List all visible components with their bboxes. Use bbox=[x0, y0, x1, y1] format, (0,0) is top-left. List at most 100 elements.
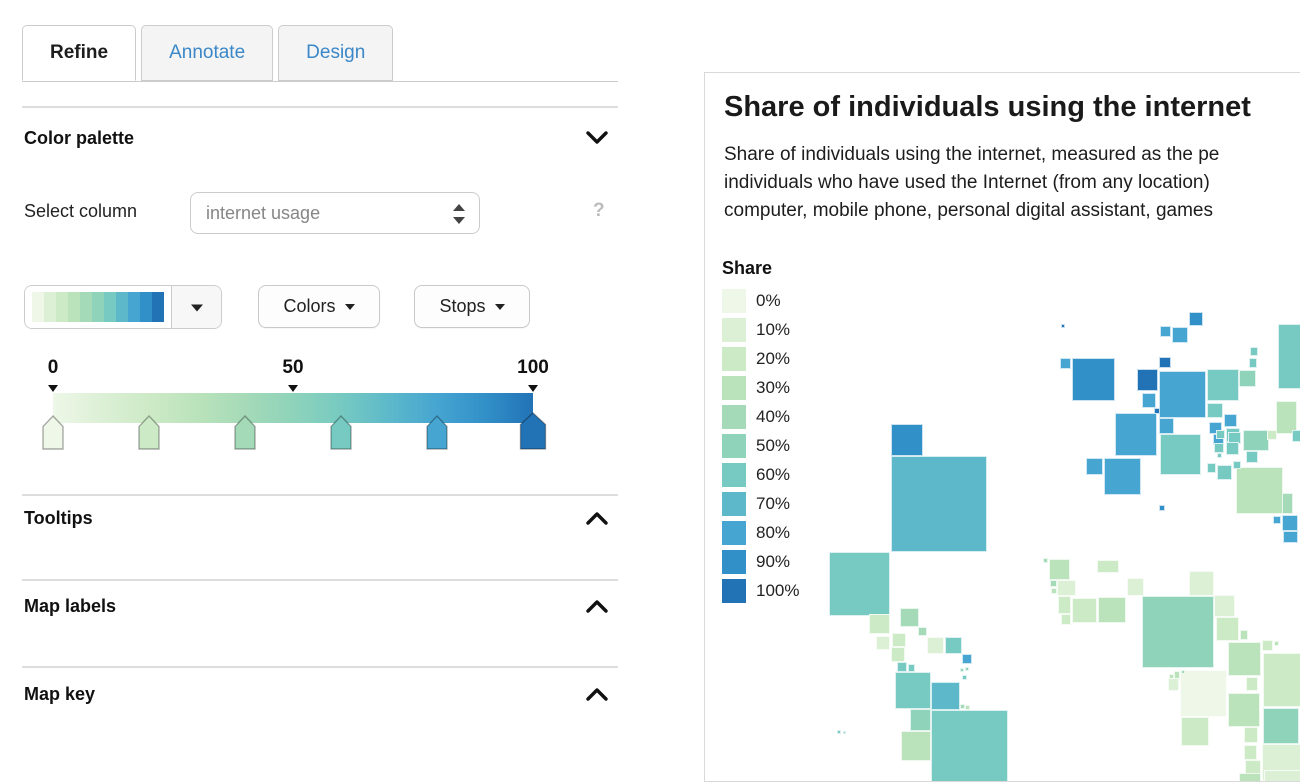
caret-down-icon bbox=[190, 304, 203, 312]
map-tile bbox=[927, 637, 944, 654]
legend-swatch bbox=[722, 317, 746, 342]
legend-label: 0% bbox=[756, 290, 781, 310]
map-tile bbox=[960, 668, 964, 672]
map-tile bbox=[1282, 515, 1298, 531]
map-tile bbox=[843, 731, 846, 734]
legend-swatch bbox=[722, 346, 746, 371]
legend-row: 80% bbox=[722, 518, 799, 547]
legend-swatch bbox=[722, 549, 746, 574]
slider-axis-label: 100 bbox=[517, 357, 549, 378]
map-tile bbox=[895, 672, 931, 709]
map-tile bbox=[962, 654, 972, 664]
map-tile bbox=[1263, 708, 1299, 744]
tab-bar: Refine Annotate Design bbox=[22, 25, 398, 82]
section-map-key[interactable]: Map key bbox=[0, 684, 660, 710]
section-map-labels[interactable]: Map labels bbox=[0, 596, 660, 622]
map-tile bbox=[1051, 588, 1057, 594]
map-tile bbox=[1276, 401, 1297, 434]
map-tile bbox=[1243, 430, 1269, 451]
gradient-stop-handle[interactable] bbox=[234, 415, 256, 450]
palette-dropdown-button[interactable] bbox=[171, 286, 221, 328]
map-tile bbox=[1246, 677, 1258, 691]
legend-row: 60% bbox=[722, 460, 799, 489]
gradient-stop-handle[interactable] bbox=[519, 412, 547, 450]
map-tile bbox=[1169, 674, 1174, 679]
stops-dropdown-button[interactable]: Stops bbox=[414, 285, 530, 328]
map-tile bbox=[829, 552, 890, 616]
chart-title: Share of individuals using the internet bbox=[724, 91, 1251, 123]
map-tile bbox=[901, 731, 931, 761]
map-tile bbox=[1172, 327, 1188, 343]
divider bbox=[22, 106, 618, 108]
palette-preview-button[interactable] bbox=[24, 285, 222, 329]
help-icon[interactable]: ? bbox=[593, 200, 605, 221]
gradient-stop-handle[interactable] bbox=[42, 415, 64, 450]
legend-swatch bbox=[722, 375, 746, 400]
map-tile bbox=[1098, 597, 1126, 623]
map-tile bbox=[1246, 451, 1258, 463]
map-tile bbox=[1050, 580, 1057, 587]
map-tile bbox=[1142, 596, 1214, 668]
legend-title: Share bbox=[722, 258, 773, 278]
section-color-palette[interactable]: Color palette bbox=[0, 128, 660, 154]
map-tile bbox=[876, 636, 890, 650]
map-tile bbox=[1174, 671, 1180, 681]
tab-refine[interactable]: Refine bbox=[22, 25, 137, 81]
chart-preview-card: Share of individuals using the internet … bbox=[704, 72, 1300, 782]
map-tile bbox=[1160, 434, 1201, 475]
gradient-stop-handle[interactable] bbox=[426, 415, 448, 450]
map-tile bbox=[1236, 467, 1283, 514]
map-tile bbox=[1245, 760, 1261, 777]
map-tile bbox=[1159, 418, 1174, 434]
legend-row: 40% bbox=[722, 402, 799, 431]
gradient-bar[interactable] bbox=[53, 393, 533, 423]
section-title: Color palette bbox=[24, 128, 135, 148]
column-select[interactable]: internet usage bbox=[190, 192, 480, 234]
map-tile bbox=[1278, 324, 1300, 389]
gradient-stop-slider: 0 50 100 bbox=[42, 357, 549, 457]
map-tile bbox=[1168, 678, 1179, 691]
map-tile bbox=[1226, 442, 1239, 455]
description-line: computer, mobile phone, personal digital… bbox=[724, 200, 1213, 221]
chevron-down-icon bbox=[586, 131, 608, 150]
map-tile bbox=[1154, 408, 1160, 414]
map-tile bbox=[1057, 580, 1076, 596]
legend-swatch bbox=[722, 520, 746, 545]
map-tile bbox=[1207, 403, 1223, 418]
legend-label: 80% bbox=[756, 522, 791, 542]
map-tile bbox=[897, 662, 907, 672]
legend-swatch bbox=[722, 288, 746, 313]
gradient-stop-handle[interactable] bbox=[138, 415, 160, 450]
map-tile bbox=[1282, 493, 1293, 514]
legend-row: 70% bbox=[722, 489, 799, 518]
map-tile bbox=[1061, 614, 1071, 625]
legend-row: 0% bbox=[722, 286, 799, 315]
map-tile bbox=[891, 424, 923, 456]
map-tile bbox=[1214, 595, 1235, 617]
tab-annotate[interactable]: Annotate bbox=[141, 25, 274, 81]
map-tile bbox=[965, 705, 970, 710]
slider-axis-tick-icon bbox=[48, 385, 58, 392]
map-tile bbox=[1264, 770, 1300, 781]
palette-preview bbox=[25, 286, 171, 328]
legend-label: 70% bbox=[756, 493, 791, 513]
map-legend: Share 0% 10% 20% 30% 40% 50% 60% 70% 80% 90% 100% bbox=[722, 258, 799, 605]
tab-design[interactable]: Design bbox=[278, 25, 394, 81]
map-tile bbox=[1239, 773, 1261, 781]
legend-swatch bbox=[722, 404, 746, 429]
map-tile bbox=[945, 637, 962, 654]
map-tile bbox=[1072, 358, 1115, 401]
map-tile bbox=[1292, 430, 1300, 442]
colors-button-label: Colors bbox=[283, 296, 336, 316]
map-tile bbox=[908, 664, 915, 672]
chevron-up-icon bbox=[586, 599, 608, 618]
gradient-stop-handle[interactable] bbox=[330, 415, 352, 450]
map-tile bbox=[1213, 434, 1224, 445]
map-tile bbox=[1233, 461, 1241, 469]
select-stepper-icon bbox=[453, 204, 465, 224]
section-tooltips[interactable]: Tooltips bbox=[0, 508, 660, 534]
map-tile bbox=[1228, 432, 1241, 444]
legend-row: 20% bbox=[722, 344, 799, 373]
colors-dropdown-button[interactable]: Colors bbox=[258, 285, 380, 328]
section-title: Tooltips bbox=[24, 508, 93, 528]
